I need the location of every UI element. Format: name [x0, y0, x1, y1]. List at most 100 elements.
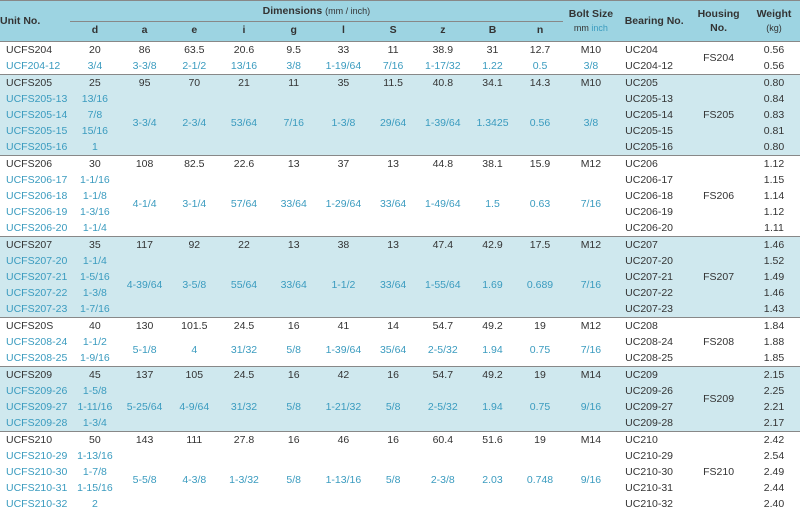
- weight-cell: 1.52: [748, 253, 800, 269]
- unit-cell[interactable]: UCFS206-20: [0, 220, 70, 237]
- weight-cell: 1.85: [748, 350, 800, 367]
- unit-cell[interactable]: UCFS207-22: [0, 285, 70, 301]
- dim-cell: 35/64: [368, 334, 418, 367]
- bearing-cell: UC207: [619, 237, 689, 254]
- unit-cell[interactable]: UCFS207-23: [0, 301, 70, 318]
- dim-cell: 1-5/16: [70, 269, 120, 285]
- weight-cell: 1.84: [748, 318, 800, 335]
- weight-cell: 2.21: [748, 399, 800, 415]
- bearing-cell: UC205-13: [619, 91, 689, 107]
- dim-cell: 33: [319, 42, 369, 59]
- dim-cell: 46: [319, 432, 369, 449]
- bolt-cell: M10: [563, 42, 619, 59]
- weight-cell: 0.56: [748, 42, 800, 59]
- dim-cell: 1-1/16: [70, 172, 120, 188]
- dim-cell: 2-3/4: [169, 91, 219, 156]
- dim-cell: 11: [368, 42, 418, 59]
- bolt-mm: mm: [574, 23, 589, 33]
- col-bearing: Bearing No.: [619, 1, 689, 42]
- housing-cell: FS208: [689, 318, 748, 367]
- dim-cell: 1-1/2: [319, 253, 369, 318]
- dim-cell: 5-25/64: [120, 383, 170, 432]
- bolt-cell: M12: [563, 156, 619, 173]
- dim-cell: 1-19/64: [319, 58, 369, 75]
- dim-cell: 1-13/16: [319, 448, 369, 512]
- dim-cell: 1.94: [468, 334, 518, 367]
- dim-cell: 0.75: [517, 334, 562, 367]
- weight-cell: 2.44: [748, 480, 800, 496]
- dim-cell: 82.5: [169, 156, 219, 173]
- dim-cell: 1-39/64: [319, 334, 369, 367]
- unit-cell[interactable]: UCFS210-32: [0, 496, 70, 512]
- unit-cell[interactable]: UCFS210-29: [0, 448, 70, 464]
- unit-cell[interactable]: UCFS205-13: [0, 91, 70, 107]
- dim-cell: 1-3/8: [319, 91, 369, 156]
- col-bolt: Bolt Size mm inch: [563, 1, 619, 42]
- dim-cell: 1.22: [468, 58, 518, 75]
- weight-cell: 1.12: [748, 204, 800, 220]
- dim-cell: 130: [120, 318, 170, 335]
- unit-cell[interactable]: UCFS207-21: [0, 269, 70, 285]
- dim-cell: 22.6: [219, 156, 269, 173]
- housing-cell: FS206: [689, 156, 748, 237]
- dim-cell: 19: [517, 432, 562, 449]
- dim-cell: 1-11/16: [70, 399, 120, 415]
- bearing-dimensions-table: Unit No. Dimensions (mm / inch) Bolt Siz…: [0, 0, 800, 512]
- dim-cell: 20.6: [219, 42, 269, 59]
- bearing-cell: UC209-28: [619, 415, 689, 432]
- dim-cell: 54.7: [418, 318, 468, 335]
- dim-cell: 17.5: [517, 237, 562, 254]
- dim-cell: 11.5: [368, 75, 418, 92]
- bearing-cell: UC209-26: [619, 383, 689, 399]
- unit-cell: UCFS204: [0, 42, 70, 59]
- dim-cell: 2-1/2: [169, 58, 219, 75]
- dim-cell: 143: [120, 432, 170, 449]
- dim-cell: 31: [468, 42, 518, 59]
- table-row: UCFS207-201-1/44-39/643-5/855/6433/641-1…: [0, 253, 800, 269]
- bearing-cell: UC205: [619, 75, 689, 92]
- unit-cell[interactable]: UCFS207-20: [0, 253, 70, 269]
- dim-cell: 1-5/8: [70, 383, 120, 399]
- dim-cell: 42: [319, 367, 369, 384]
- unit-cell[interactable]: UCFS206-17: [0, 172, 70, 188]
- dim-cell: 13: [269, 237, 319, 254]
- unit-cell[interactable]: UCFS205-15: [0, 123, 70, 139]
- unit-cell[interactable]: UCFS209-26: [0, 383, 70, 399]
- dim-cell: 33/64: [368, 253, 418, 318]
- unit-cell[interactable]: UCFS210-31: [0, 480, 70, 496]
- dim-cell: 3-3/4: [120, 91, 170, 156]
- dim-cell: 111: [169, 432, 219, 449]
- col-housing: Housing No.: [689, 1, 748, 42]
- dim-cell: 4-9/64: [169, 383, 219, 432]
- unit-cell[interactable]: UCFS205-16: [0, 139, 70, 156]
- dim-cell: 22: [219, 237, 269, 254]
- bearing-cell: UC204-12: [619, 58, 689, 75]
- unit-cell[interactable]: UCFS209-28: [0, 415, 70, 432]
- bearing-cell: UC206-17: [619, 172, 689, 188]
- bearing-cell: UC209: [619, 367, 689, 384]
- unit-cell[interactable]: UCFS208-24: [0, 334, 70, 350]
- unit-cell[interactable]: UCFS206-19: [0, 204, 70, 220]
- dim-cell: 30: [70, 156, 120, 173]
- col-e: e: [169, 22, 219, 42]
- unit-cell[interactable]: UCFS205-14: [0, 107, 70, 123]
- bearing-cell: UC208-24: [619, 334, 689, 350]
- dim-cell: 13: [368, 237, 418, 254]
- dim-cell: 55/64: [219, 253, 269, 318]
- weight-cell: 1.11: [748, 220, 800, 237]
- unit-cell[interactable]: UCFS209-27: [0, 399, 70, 415]
- unit-cell[interactable]: UCFS208-25: [0, 350, 70, 367]
- dim-cell: 1-39/64: [418, 91, 468, 156]
- unit-cell[interactable]: UCF204-12: [0, 58, 70, 75]
- bolt-cell: M14: [563, 432, 619, 449]
- bolt-cell: 3/8: [563, 58, 619, 75]
- weight-cell: 0.83: [748, 107, 800, 123]
- unit-cell[interactable]: UCFS206-18: [0, 188, 70, 204]
- dim-cell: 117: [120, 237, 170, 254]
- unit-cell[interactable]: UCFS210-30: [0, 464, 70, 480]
- dim-cell: 7/16: [368, 58, 418, 75]
- dim-cell: 5/8: [269, 448, 319, 512]
- dim-cell: 1-3/32: [219, 448, 269, 512]
- dim-cell: 5/8: [368, 448, 418, 512]
- dim-cell: 1-1/4: [70, 220, 120, 237]
